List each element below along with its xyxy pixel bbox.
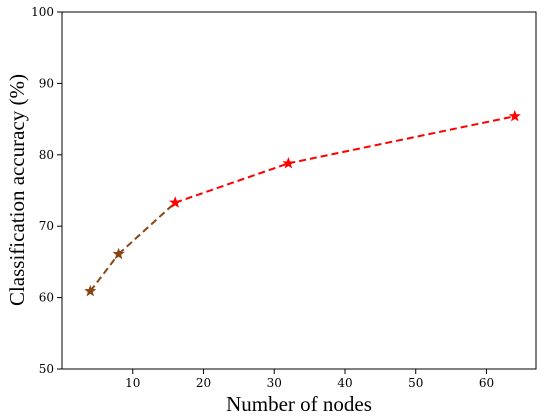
data-point-3	[282, 157, 295, 169]
y-axis: 50 60 70 80 90 100	[31, 5, 62, 376]
data-point-1	[112, 247, 125, 260]
data-point-2	[169, 196, 182, 208]
y-tick-label-1: 60	[39, 291, 54, 305]
y-tick-label-3: 80	[39, 148, 54, 162]
series-markers	[84, 109, 521, 297]
x-tick-label-3: 40	[337, 376, 352, 390]
series-0-segment-0	[89, 253, 120, 292]
x-tick-label-2: 30	[267, 376, 282, 390]
series-0-segment-1	[117, 201, 176, 255]
series-lines	[89, 115, 515, 292]
y-tick-label-2: 70	[39, 219, 54, 233]
series-0-segment-2	[174, 162, 289, 204]
y-axis-label: Classification accuracy (%)	[5, 74, 29, 306]
y-tick-label-0: 50	[39, 362, 54, 376]
data-point-4	[508, 109, 521, 122]
x-tick-label-5: 60	[479, 376, 494, 390]
x-axis: 10 20 30 40 50 60	[125, 369, 494, 390]
x-tick-label-0: 10	[125, 376, 140, 390]
plot-area	[61, 11, 537, 370]
data-point-0	[84, 284, 97, 297]
y-tick-label-4: 90	[39, 76, 54, 90]
x-tick-label-4: 50	[408, 376, 423, 390]
y-tick-label-5: 100	[31, 5, 54, 19]
x-tick-label-1: 20	[196, 376, 211, 390]
x-axis-label: Number of nodes	[226, 392, 372, 416]
series-0-segment-3	[288, 115, 515, 165]
